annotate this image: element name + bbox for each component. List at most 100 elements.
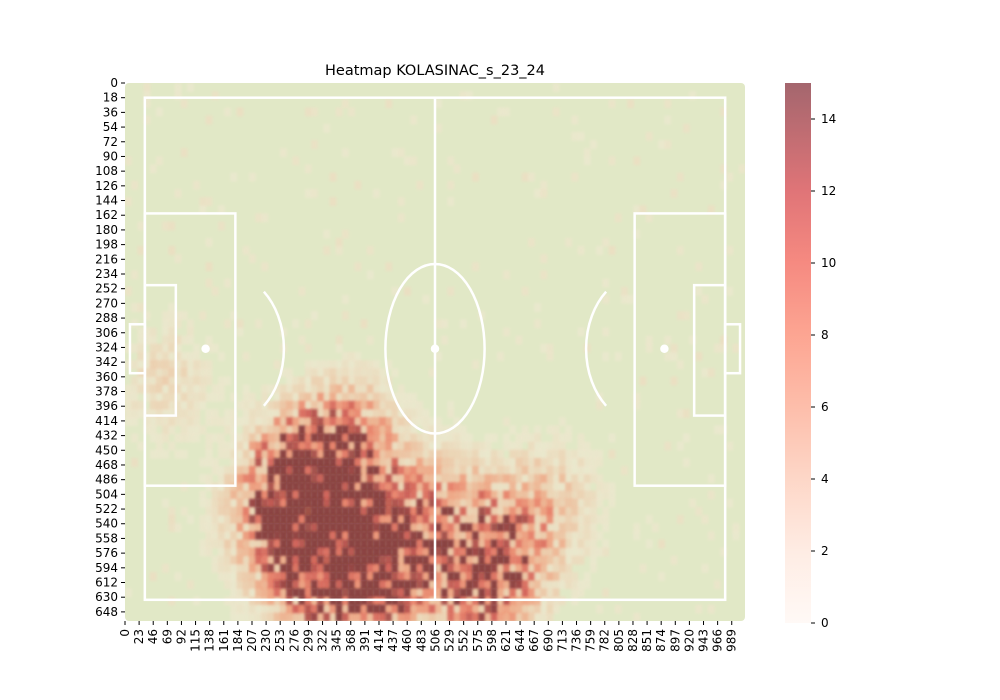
heatmap-cell [397, 392, 405, 402]
heatmap-cell [447, 156, 455, 166]
y-tick-label: 432 [95, 429, 118, 443]
heatmap-cell [509, 555, 517, 565]
heatmap-cell [435, 547, 442, 557]
heatmap-cell [317, 531, 324, 541]
heatmap-cell [459, 523, 467, 532]
heatmap-cell [410, 604, 417, 614]
heatmap-cell [329, 376, 337, 386]
heatmap-cell [311, 506, 318, 516]
heatmap-cell [162, 498, 169, 508]
heatmap-cell [670, 555, 678, 565]
heatmap-cell [379, 547, 386, 557]
heatmap-cell [435, 531, 442, 541]
heatmap-cell [335, 368, 343, 378]
heatmap-cell [546, 563, 554, 573]
heatmap-cell [143, 99, 151, 109]
heatmap-cell [676, 441, 684, 451]
heatmap-cell [428, 368, 436, 378]
heatmap-cell [428, 433, 436, 443]
heatmap-cell [354, 409, 362, 418]
y-tick-label: 468 [95, 458, 118, 472]
heatmap-cell [335, 360, 343, 369]
heatmap-cell [292, 506, 300, 516]
heatmap-cell [503, 547, 510, 557]
heatmap-cell [521, 449, 529, 459]
heatmap-cell [323, 482, 331, 492]
heatmap-cell [602, 547, 610, 557]
heatmap-cell [366, 555, 374, 565]
x-tick-label: 138 [203, 629, 217, 652]
heatmap-cell [534, 563, 541, 573]
heatmap-cell [534, 547, 541, 557]
heatmap-cell [255, 490, 262, 500]
heatmap-cell [503, 270, 510, 280]
y-tick-label: 594 [95, 561, 118, 575]
x-tick-label: 805 [612, 629, 626, 652]
heatmap-cell [391, 409, 399, 418]
heatmap-cell [515, 335, 523, 345]
heatmap-cell [249, 254, 256, 263]
heatmap-cell [255, 449, 262, 459]
heatmap-cell [317, 441, 324, 451]
heatmap-cell [373, 368, 380, 378]
heatmap-cell [236, 563, 244, 573]
heatmap-cell [224, 547, 231, 557]
heatmap-cell [211, 555, 219, 565]
heatmap-cell [292, 482, 300, 492]
heatmap-cell [242, 441, 250, 451]
heatmap-cell [540, 506, 548, 516]
heatmap-cell [645, 515, 653, 524]
heatmap-cell [590, 523, 597, 532]
heatmap-cell [435, 352, 442, 361]
heatmap-cell [453, 417, 461, 426]
heatmap-cell [726, 172, 734, 182]
y-tick-label: 108 [95, 164, 118, 178]
heatmap-cell [602, 515, 610, 524]
heatmap-cell [168, 303, 176, 312]
heatmap-cell [348, 392, 355, 402]
heatmap-cell [521, 286, 529, 296]
heatmap-cell [422, 555, 430, 565]
heatmap-cell [385, 99, 393, 109]
heatmap-cell [366, 392, 374, 402]
heatmap-cell [453, 515, 461, 524]
heatmap-cell [366, 604, 374, 614]
heatmap-cell [261, 474, 269, 484]
x-tick-label: 598 [485, 629, 499, 652]
heatmap-cell [428, 466, 436, 475]
heatmap-cell [149, 400, 157, 410]
heatmap-cell [559, 498, 566, 508]
heatmap-cell [149, 392, 157, 402]
heatmap-cell [404, 482, 411, 492]
heatmap-cell [323, 449, 331, 459]
heatmap-cell [583, 547, 591, 557]
heatmap-cell [577, 580, 585, 589]
center-spot [430, 344, 440, 353]
heatmap-cell [329, 409, 337, 418]
heatmap-cell [329, 384, 337, 394]
heatmap-cell [453, 572, 461, 581]
heatmap-cell [187, 83, 194, 92]
heatmap-cell [143, 91, 151, 100]
heatmap-cell [596, 515, 603, 524]
heatmap-cell [323, 433, 331, 443]
heatmap-cell [317, 563, 324, 573]
heatmap-cell [428, 482, 436, 492]
heatmap-cell [292, 441, 300, 451]
heatmap-cell [447, 604, 455, 614]
heatmap-cell [360, 539, 368, 549]
x-tick-label: 874 [654, 629, 668, 652]
heatmap-cell [211, 458, 219, 467]
heatmap-cell [676, 172, 684, 182]
heatmap-cell [478, 604, 486, 614]
y-tick-label: 558 [95, 531, 118, 545]
heatmap-cell [249, 506, 256, 516]
heatmap-cell [509, 523, 517, 532]
heatmap-cell [521, 172, 529, 182]
x-tick-label: 299 [301, 629, 315, 652]
heatmap-cell [360, 523, 368, 532]
heatmap-cell [224, 319, 231, 329]
heatmap-cell [267, 555, 275, 565]
heatmap-cell [360, 384, 368, 394]
heatmap-cell [472, 449, 479, 459]
